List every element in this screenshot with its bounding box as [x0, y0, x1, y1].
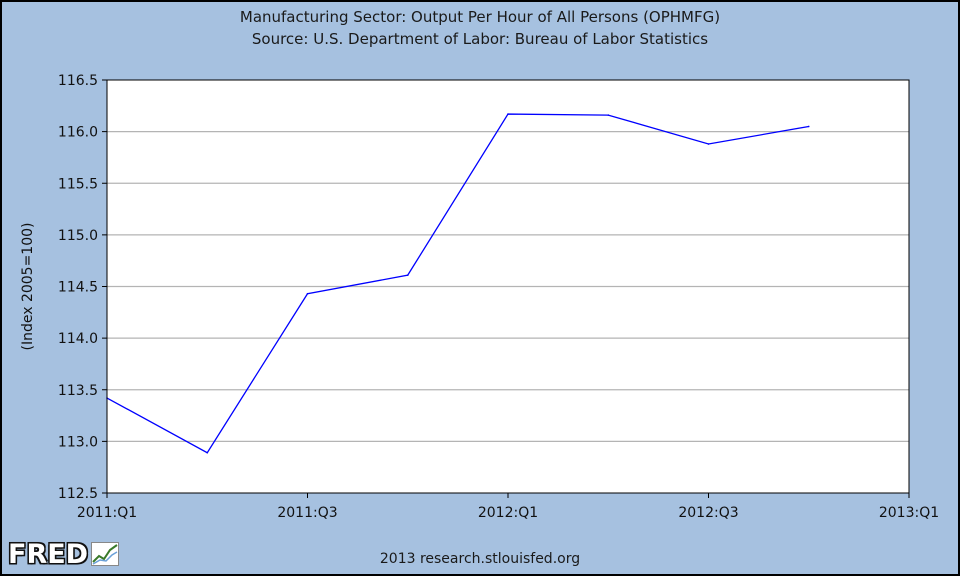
series-layer [106, 113, 810, 454]
y-tick-label: 115.5 [58, 176, 98, 192]
x-tick-label: 2012:Q3 [678, 505, 738, 521]
y-tick-label: 115.0 [58, 228, 98, 244]
x-tick-label: 2013:Q1 [879, 505, 939, 521]
x-tick-label: 2011:Q3 [277, 505, 337, 521]
y-tick-label: 114.5 [58, 280, 98, 296]
data-point [206, 451, 209, 454]
y-tick-label: 116.0 [58, 125, 98, 141]
y-axis: 112.5 113.0 113.5 114.0 114.5 115.0 115.5 116.0… [58, 73, 107, 502]
y-tick-label: 114.0 [58, 331, 98, 347]
data-point [507, 113, 509, 115]
series-line [106, 113, 809, 454]
data-point [807, 125, 810, 128]
y-axis-label: (Index 2005=100) [20, 223, 36, 351]
y-tick-label: 112.5 [58, 486, 98, 502]
chart-subtitle: Source: U.S. Department of Labor: Bureau… [251, 30, 709, 48]
data-point [607, 114, 610, 116]
y-tick-label: 116.5 [58, 73, 98, 89]
data-point [406, 274, 409, 276]
x-tick-label: 2012:Q1 [478, 505, 538, 521]
fred-logo[interactable]: FRED [8, 538, 120, 570]
gridlines [107, 131, 909, 442]
copyright-text: 2013 research.stlouisfed.org [379, 551, 581, 567]
chart-title: Manufacturing Sector: Output Per Hour of… [239, 8, 721, 26]
fred-chart-icon [91, 542, 120, 566]
x-tick-label: 2011:Q1 [77, 505, 137, 521]
data-point [306, 292, 309, 295]
y-tick-label: 113.0 [58, 434, 98, 450]
y-tick-label: 113.5 [58, 383, 98, 399]
x-axis: 2011:Q1 2011:Q3 2012:Q1 2012:Q3 2013:Q1 [77, 493, 939, 521]
fred-logo-text: FRED [8, 538, 89, 570]
data-point [707, 143, 710, 145]
